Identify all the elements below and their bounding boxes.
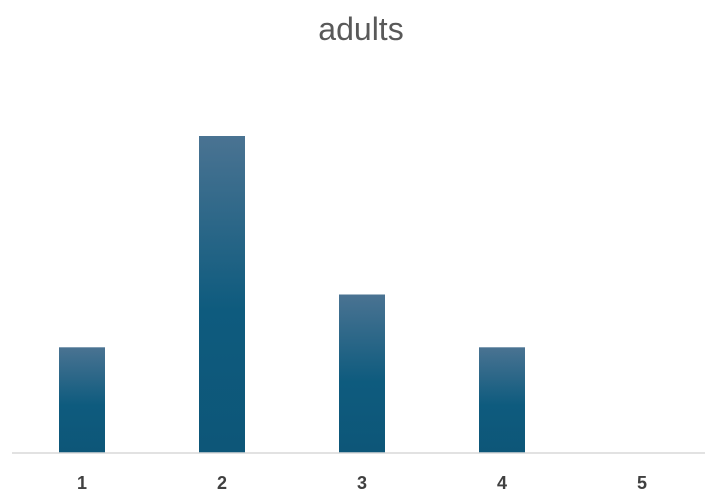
x-tick-label-4: 4 — [497, 473, 507, 493]
x-tick-label-3: 3 — [357, 473, 367, 493]
bars-group — [59, 136, 525, 453]
x-tick-label-2: 2 — [217, 473, 227, 493]
bar-4 — [479, 347, 525, 453]
x-tick-labels: 1 2 3 4 5 — [77, 473, 647, 493]
x-tick-label-1: 1 — [77, 473, 87, 493]
bar-1 — [59, 347, 105, 453]
x-tick-label-5: 5 — [637, 473, 647, 493]
bar-3 — [339, 294, 385, 453]
chart-title: adults — [318, 11, 403, 47]
bar-2 — [199, 136, 245, 453]
